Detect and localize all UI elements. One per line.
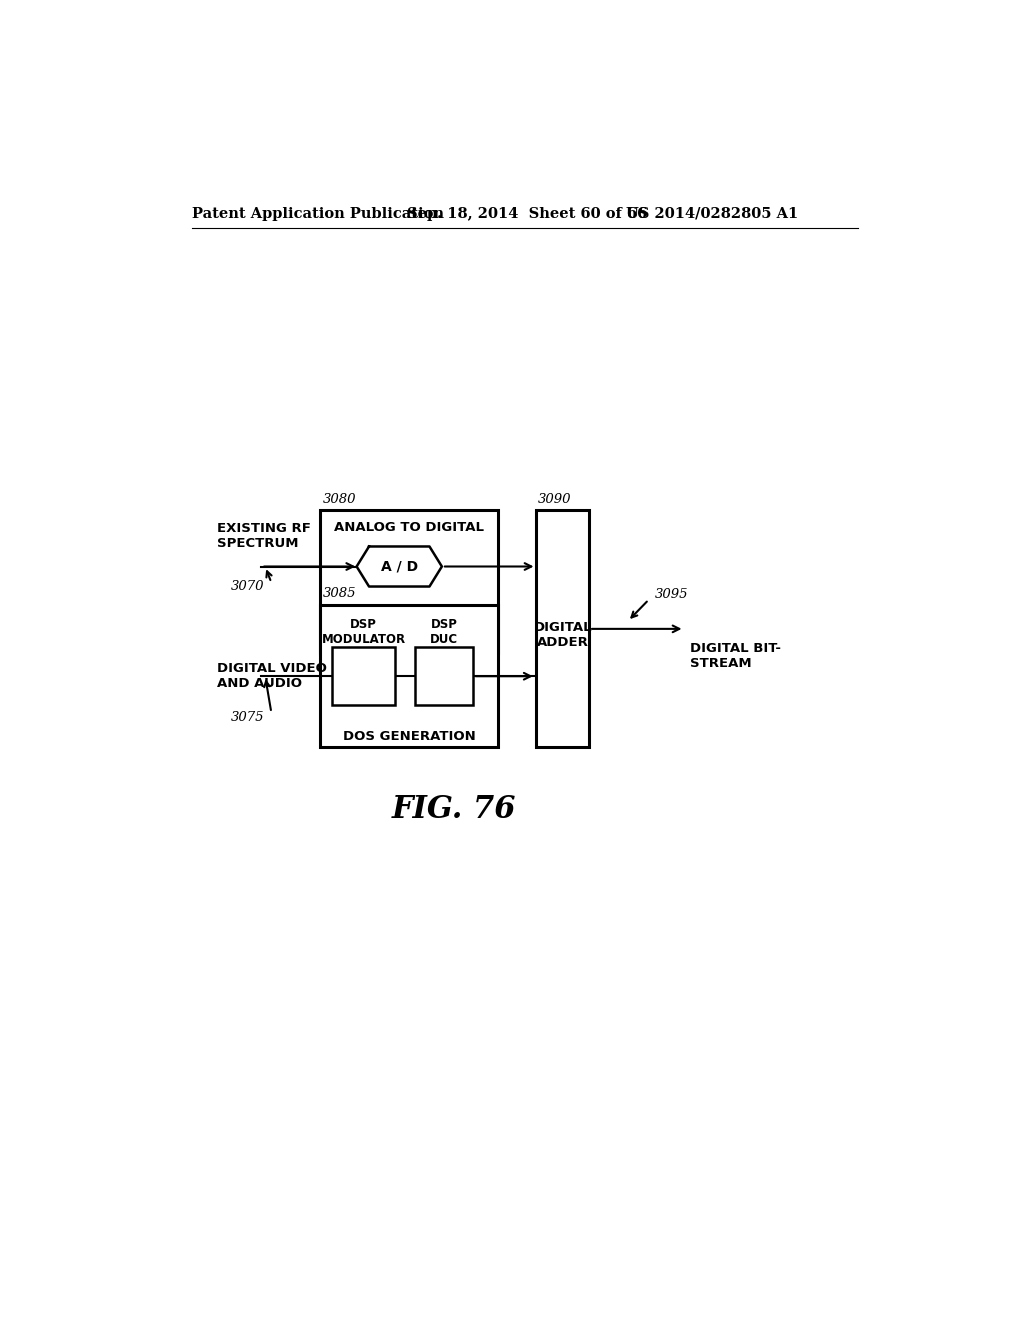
Text: DOS GENERATION: DOS GENERATION xyxy=(343,730,476,743)
Text: DIGITAL
ADDER: DIGITAL ADDER xyxy=(534,620,592,649)
Bar xyxy=(321,511,499,653)
Bar xyxy=(321,605,499,747)
Text: 3070: 3070 xyxy=(231,579,264,593)
Bar xyxy=(415,647,473,705)
Polygon shape xyxy=(356,546,442,586)
Text: 3095: 3095 xyxy=(655,587,688,601)
Text: Patent Application Publication: Patent Application Publication xyxy=(191,207,443,220)
Text: DIGITAL VIDEO
AND AUDIO: DIGITAL VIDEO AND AUDIO xyxy=(217,661,327,690)
Text: EXISTING RF
SPECTRUM: EXISTING RF SPECTRUM xyxy=(217,521,311,549)
Text: DSP
DUC: DSP DUC xyxy=(430,618,458,645)
Text: 3090: 3090 xyxy=(538,492,571,506)
Text: ANALOG TO DIGITAL: ANALOG TO DIGITAL xyxy=(334,520,484,533)
Text: 3075: 3075 xyxy=(231,711,264,723)
Text: FIG. 76: FIG. 76 xyxy=(391,793,516,825)
Text: Sep. 18, 2014  Sheet 60 of 66: Sep. 18, 2014 Sheet 60 of 66 xyxy=(407,207,647,220)
Text: 3085: 3085 xyxy=(323,587,356,601)
Text: DSP
MODULATOR: DSP MODULATOR xyxy=(322,618,406,645)
Text: 3080: 3080 xyxy=(323,492,356,506)
Text: A / D: A / D xyxy=(381,560,418,573)
Bar xyxy=(537,511,589,747)
Bar xyxy=(332,647,395,705)
Text: US 2014/0282805 A1: US 2014/0282805 A1 xyxy=(626,207,798,220)
Text: DIGITAL BIT-
STREAM: DIGITAL BIT- STREAM xyxy=(690,642,781,669)
